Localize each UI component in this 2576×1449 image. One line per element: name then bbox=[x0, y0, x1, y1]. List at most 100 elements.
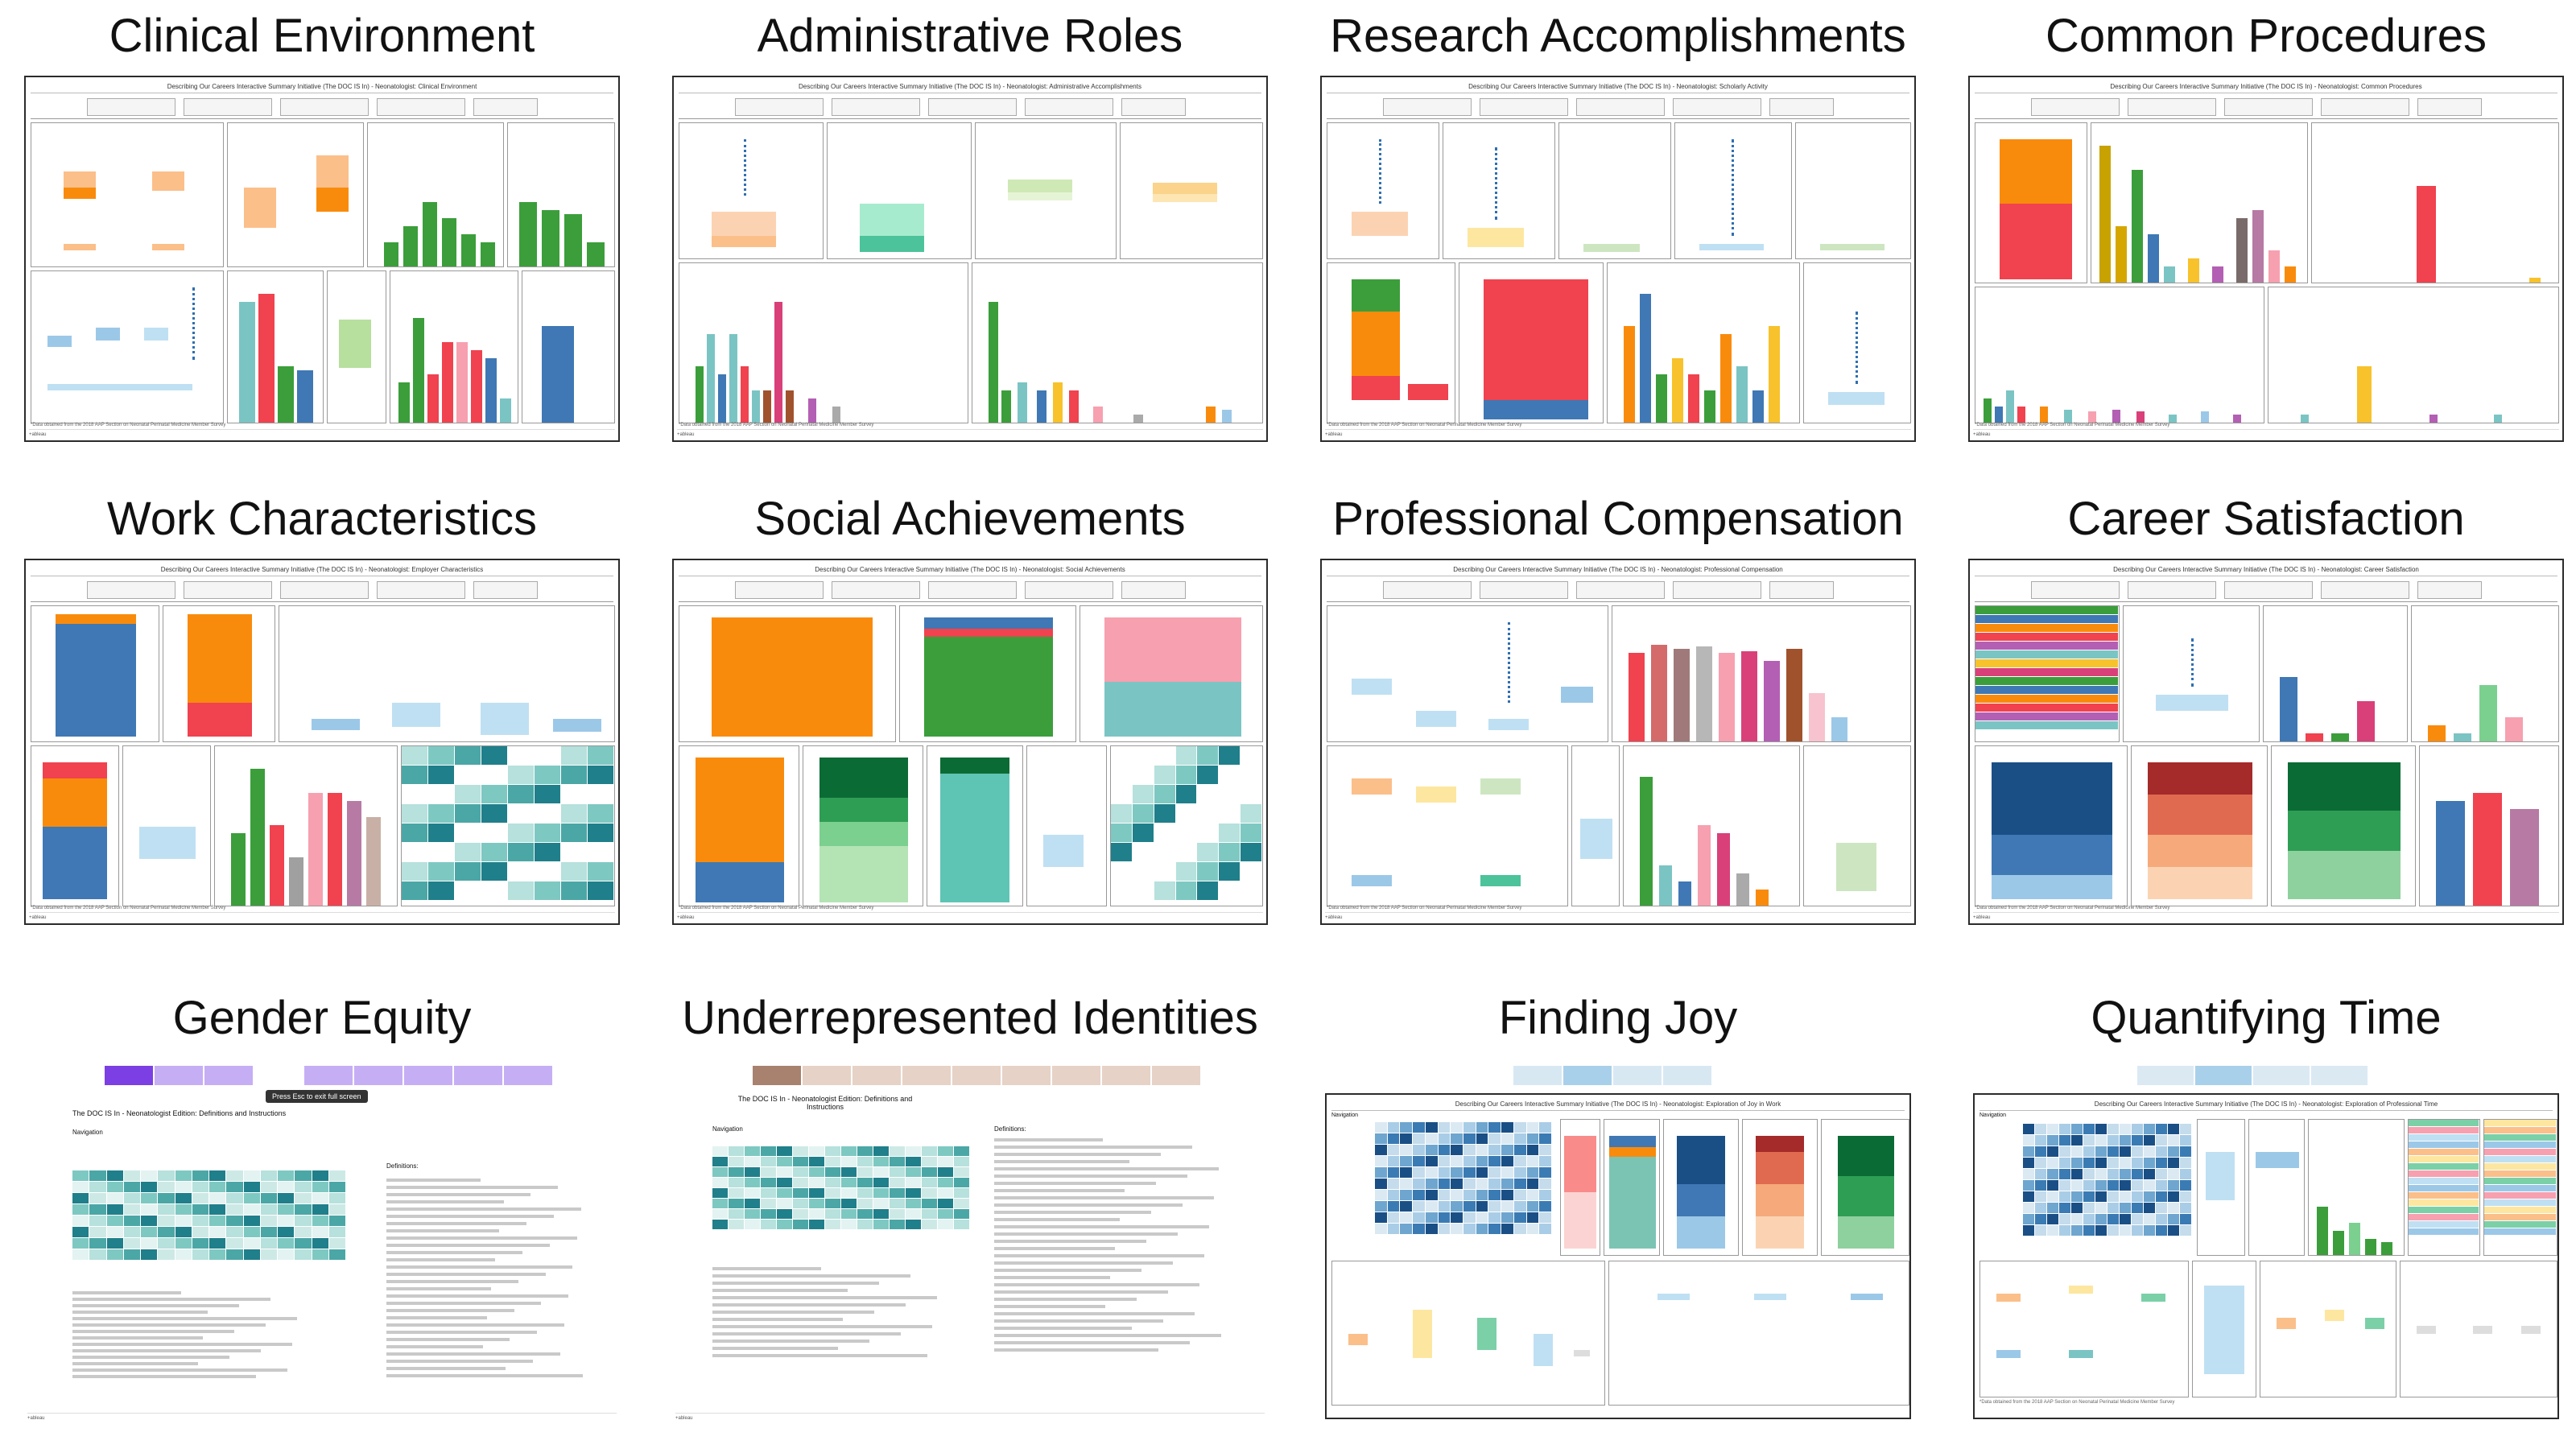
dashboard-thumbnail[interactable]: Describing Our Careers Interactive Summa… bbox=[1320, 1058, 1916, 1424]
tableau-footer: +ableau bbox=[29, 912, 615, 922]
navigation-tabs[interactable] bbox=[105, 1066, 552, 1085]
heatmap-cell bbox=[1425, 1156, 1438, 1166]
heatmap-cell bbox=[2144, 1191, 2155, 1202]
chart-panel bbox=[2483, 1119, 2557, 1256]
dashboard-thumbnail[interactable]: Describing Our Careers Interactive Summa… bbox=[672, 76, 1268, 442]
heatmap-cell bbox=[2023, 1225, 2034, 1236]
dashboard-thumbnail[interactable]: Describing Our Careers Interactive Summa… bbox=[1320, 559, 1916, 925]
heatmap-cell bbox=[1413, 1133, 1425, 1144]
heatmap-cell bbox=[2059, 1214, 2070, 1224]
heatmap-cell bbox=[1132, 785, 1154, 803]
tile-work-characteristics[interactable]: Work Characteristics Describing Our Care… bbox=[24, 491, 620, 925]
dashboard-thumbnail[interactable]: Describing Our Careers Interactive Summa… bbox=[1968, 76, 2564, 442]
heatmap-cell bbox=[2095, 1135, 2107, 1146]
dashboard-thumbnail[interactable]: Describing Our Careers Interactive Summa… bbox=[1968, 1058, 2564, 1424]
heatmap-cell bbox=[123, 1204, 140, 1215]
dashboard-thumbnail[interactable]: Describing Our Careers Interactive Summa… bbox=[1320, 76, 1916, 442]
heatmap-cell bbox=[1501, 1156, 1513, 1166]
heatmap-cell bbox=[922, 1178, 937, 1187]
heatmap-cell bbox=[2083, 1169, 2095, 1179]
text-line bbox=[994, 1146, 1192, 1149]
heatmap-cell bbox=[1413, 1212, 1425, 1223]
heatmap-cell bbox=[72, 1249, 89, 1260]
tile-underrepresented-identities[interactable]: Underrepresented Identities The DOC IS I… bbox=[672, 990, 1268, 1424]
text-line bbox=[386, 1273, 546, 1276]
footer-note: *Data obtained from the 2018 AAP Section… bbox=[31, 906, 226, 910]
heatmap-cell bbox=[2071, 1180, 2083, 1191]
heatmap-cell bbox=[2120, 1169, 2131, 1179]
tile-finding-joy[interactable]: Finding Joy Describing Our Careers Inter… bbox=[1320, 990, 1916, 1424]
heatmap-cell bbox=[1400, 1133, 1413, 1144]
heatmap-cell bbox=[729, 1220, 744, 1229]
heatmap-cell bbox=[2095, 1124, 2107, 1134]
heatmap-cell bbox=[1197, 862, 1219, 881]
text-line bbox=[712, 1274, 910, 1278]
navigation-tabs[interactable] bbox=[2137, 1066, 2395, 1085]
heatmap-cell bbox=[1488, 1167, 1501, 1178]
heatmap-cell bbox=[588, 881, 613, 900]
text-line bbox=[72, 1356, 229, 1359]
tile-research-accomplishments[interactable]: Research Accomplishments Describing Our … bbox=[1320, 8, 1916, 442]
heatmap-cell bbox=[857, 1178, 873, 1187]
heatmap-cell bbox=[1513, 1167, 1526, 1178]
chart-panel bbox=[2192, 1261, 2256, 1397]
tile-social-achievements[interactable]: Social Achievements Describing Our Caree… bbox=[672, 491, 1268, 925]
heatmap-cell bbox=[2059, 1225, 2070, 1236]
heatmap-cell bbox=[1488, 1201, 1501, 1212]
heatmap-cell bbox=[793, 1199, 808, 1208]
dashboard-thumbnail[interactable]: Describing Our Careers Interactive Summa… bbox=[24, 76, 620, 442]
chart-panel bbox=[1327, 605, 1608, 742]
heatmap-cell bbox=[141, 1182, 158, 1192]
heatmap-area bbox=[2023, 1124, 2192, 1245]
chart-panel bbox=[2268, 287, 2559, 423]
dashboard-thumbnail[interactable]: Press Esc to exit full screen The DOC IS… bbox=[24, 1058, 620, 1424]
heatmap-cell bbox=[175, 1216, 192, 1226]
heatmap-cell bbox=[455, 766, 481, 784]
text-line bbox=[72, 1368, 287, 1372]
dashboard-thumbnail[interactable]: Describing Our Careers Interactive Summa… bbox=[24, 559, 620, 925]
heatmap-cell bbox=[2120, 1191, 2131, 1202]
heatmap-cell bbox=[535, 862, 560, 881]
heatmap-cell bbox=[761, 1209, 776, 1219]
text-line bbox=[994, 1305, 1105, 1308]
navigation-tabs[interactable] bbox=[1513, 1066, 1723, 1085]
heatmap-cell bbox=[89, 1216, 106, 1226]
dashboard-thumbnail[interactable]: Describing Our Careers Interactive Summa… bbox=[672, 559, 1268, 925]
heatmap-cell bbox=[123, 1227, 140, 1237]
dashboard-thumbnail[interactable]: The DOC IS In - Neonatologist Edition: D… bbox=[672, 1058, 1268, 1424]
tile-quantifying-time[interactable]: Quantifying Time Describing Our Careers … bbox=[1968, 990, 2564, 1424]
text-line bbox=[712, 1325, 932, 1328]
heatmap-cell bbox=[745, 1209, 760, 1219]
heatmap-cell bbox=[141, 1204, 158, 1215]
tile-administrative-roles[interactable]: Administrative Roles Describing Our Care… bbox=[672, 8, 1268, 442]
dashboard-header: Describing Our Careers Interactive Summa… bbox=[679, 80, 1261, 93]
heatmap-cell bbox=[2047, 1214, 2058, 1224]
heatmap-cell bbox=[402, 862, 427, 881]
heatmap-cell bbox=[123, 1182, 140, 1192]
text-line bbox=[712, 1303, 906, 1307]
text-block bbox=[72, 1291, 314, 1388]
dashboard-thumbnail[interactable]: Describing Our Careers Interactive Summa… bbox=[1968, 559, 2564, 925]
chart-panel bbox=[214, 745, 398, 906]
heatmap-cell bbox=[2144, 1203, 2155, 1213]
filter-bar bbox=[679, 578, 1261, 602]
text-line bbox=[994, 1276, 1110, 1279]
tile-common-procedures[interactable]: Common Procedures Describing Our Careers… bbox=[1968, 8, 2564, 442]
chart-panel bbox=[1975, 287, 2264, 423]
heatmap-cell bbox=[1219, 843, 1241, 861]
text-line bbox=[386, 1215, 554, 1218]
heatmap-cell bbox=[1387, 1190, 1400, 1200]
heatmap-cell bbox=[841, 1157, 857, 1166]
chart-panel bbox=[975, 122, 1117, 259]
tile-career-satisfaction[interactable]: Career Satisfaction Describing Our Caree… bbox=[1968, 491, 2564, 925]
heatmap-cell bbox=[561, 824, 587, 842]
heatmap-cell bbox=[481, 881, 507, 900]
heatmap-cell bbox=[1154, 785, 1175, 803]
tile-clinical-environment[interactable]: Clinical Environment Describing Our Care… bbox=[24, 8, 620, 442]
heatmap-cell bbox=[2107, 1158, 2119, 1168]
heatmap-cell bbox=[2023, 1169, 2034, 1179]
tile-professional-compensation[interactable]: Professional Compensation Describing Our… bbox=[1320, 491, 1916, 925]
tile-gender-equity[interactable]: Gender Equity Press Esc to exit full scr… bbox=[24, 990, 620, 1424]
navigation-tabs[interactable] bbox=[753, 1066, 1200, 1085]
heatmap-cell bbox=[1400, 1179, 1413, 1189]
